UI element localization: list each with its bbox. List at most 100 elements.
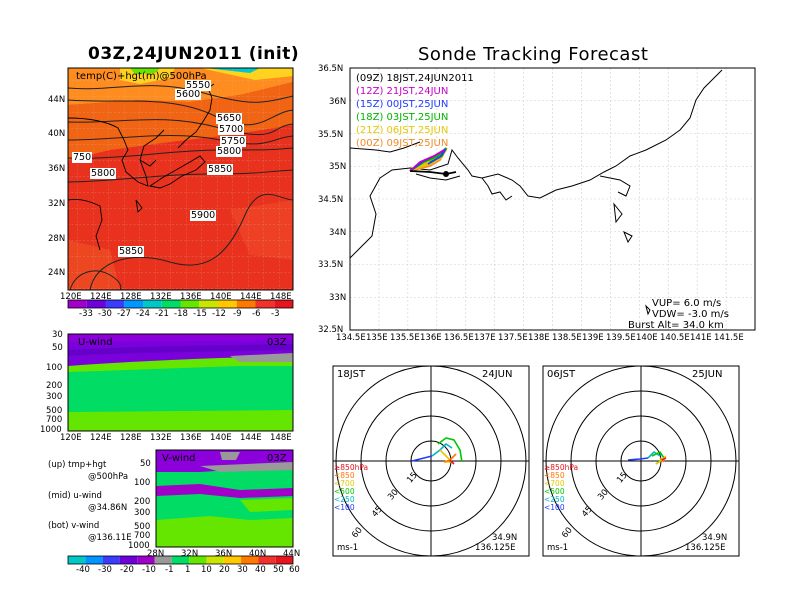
map500-x-tick: 128E [120,292,142,302]
track-legend-entry: (00Z) 09JST,25JUN [356,138,449,149]
track-y-tick: 35N [329,162,347,172]
contour-label: 5800 [216,146,243,157]
colorbar-swatch [258,556,276,564]
contour-label: 5900 [190,210,217,221]
track-x-tick: 139E [582,333,604,343]
track-x-tick: 140.5E [660,333,690,343]
track-x-tick: 138E [528,333,550,343]
colorbar-swatch [85,556,103,564]
uwind-label: U-wind [78,337,113,348]
hodo-level-label: <700 [334,479,355,488]
colorbar-swatch [68,556,86,564]
note-line: @500hPa [88,472,129,482]
track-x-tick: 140E [636,333,658,343]
vwind-y-tick: 500 [134,522,151,532]
hodo-right-unit: ms-1 [547,543,569,553]
wind-colorbar [67,555,294,565]
note-line: (up) tmp+hgt [48,460,107,470]
colorbar-swatch [161,300,181,308]
vwind-panel [155,449,294,548]
track-legend-entry: (18Z) 03JST,25JUN [356,112,449,123]
vwind-x-tick: 28N [147,549,165,559]
vwind-y-tick: 1000 [128,541,150,551]
hodo-left-lat: 34.9N [492,533,518,543]
colorbar-swatch [154,556,172,564]
map500-x-tick: 132E [150,292,172,302]
wind-colorbar-label: 60 [289,565,300,575]
hodograph-left-panel [332,365,530,557]
temp-colorbar-label: -15 [193,309,207,319]
colorbar-swatch [119,556,138,564]
temp-colorbar-label: -21 [155,309,169,319]
hodo-level-label: <100 [544,503,565,512]
uwind-panel [67,333,294,432]
track-y-tick: 33.5N [318,260,344,270]
vwind-y-tick: 50 [140,459,151,469]
hodo-right-lat: 34.9N [702,533,728,543]
hodo-right-lon: 136.125E [685,543,726,553]
map500-y-tick: 36N [48,164,66,174]
wind-colorbar-label: 50 [273,565,284,575]
map500-y-tick: 44N [48,95,66,105]
vdw-text: VDW= -3.0 m/s [652,309,729,320]
colorbar-swatch [223,556,242,564]
uwind-y-tick: 200 [46,381,63,391]
track-map-panel [349,67,756,331]
note-line: @136.11E [88,533,132,543]
track-x-tick: 141.5E [714,333,744,343]
vwind-y-tick: 100 [134,478,151,488]
temp-colorbar-label: -3 [271,309,280,319]
vwind-y-tick: 700 [134,531,151,541]
vwind-y-tick: 200 [134,497,151,507]
track-y-tick: 35.5N [318,130,344,140]
temp-colorbar-label: -18 [174,309,188,319]
track-x-tick: 136E [420,333,442,343]
track-x-tick: 135.5E [390,333,420,343]
colorbar-swatch [124,300,143,308]
uwind-y-tick: 700 [46,415,63,425]
map500-x-tick: 140E [210,292,232,302]
colorbar-swatch [102,556,120,564]
colorbar-swatch [171,556,190,564]
temp-colorbar-label: -24 [136,309,150,319]
uwind-x-tick: 148E [270,433,292,443]
track-y-tick: 33N [329,293,347,303]
contour-label: 5600 [175,89,202,100]
vwind-x-tick: 32N [181,549,199,559]
hodo-level-label: <250 [334,495,355,504]
track-legend-entry: (12Z) 21JST,24JUN [356,86,449,97]
track-y-tick: 36.5N [318,64,344,74]
right-title: Sonde Tracking Forecast [418,44,649,65]
vwind-y-tick: 300 [134,508,151,518]
map500-y-tick: 40N [48,129,66,139]
hodo-level-label: <850 [544,471,565,480]
uwind-x-tick: 140E [210,433,232,443]
wind-colorbar-label: 10 [201,565,212,575]
uwind-y-tick: 50 [52,343,63,353]
uwind-y-tick: 100 [46,363,63,373]
colorbar-swatch [275,556,293,564]
track-y-tick: 34N [329,228,347,238]
uwind-y-tick: 300 [46,392,63,402]
track-x-tick: 137.5E [498,333,528,343]
colorbar-swatch [137,556,155,564]
hodo-level-label: <100 [334,503,355,512]
uwind-x-tick: 124E [90,433,112,443]
temp-colorbar-label: -30 [98,309,112,319]
track-x-tick: 139.5E [606,333,636,343]
map500-y-tick: 32N [48,199,66,209]
vwind-time: 03Z [267,453,287,464]
temp-colorbar [67,299,294,309]
colorbar-swatch [105,300,125,308]
hodo-left-lon: 136.125E [475,543,516,553]
colorbar-swatch [274,300,293,308]
map500-x-tick: 136E [180,292,202,302]
map500-y-tick: 28N [48,234,66,244]
vwind-label: V-wind [162,453,196,464]
track-legend-entry: (09Z) 18JST,24JUN2011 [356,73,474,84]
contour-label: 5700 [218,124,245,135]
uwind-y-tick: 500 [46,406,63,416]
colorbar-swatch [236,300,256,308]
temp-colorbar-label: -33 [79,309,93,319]
